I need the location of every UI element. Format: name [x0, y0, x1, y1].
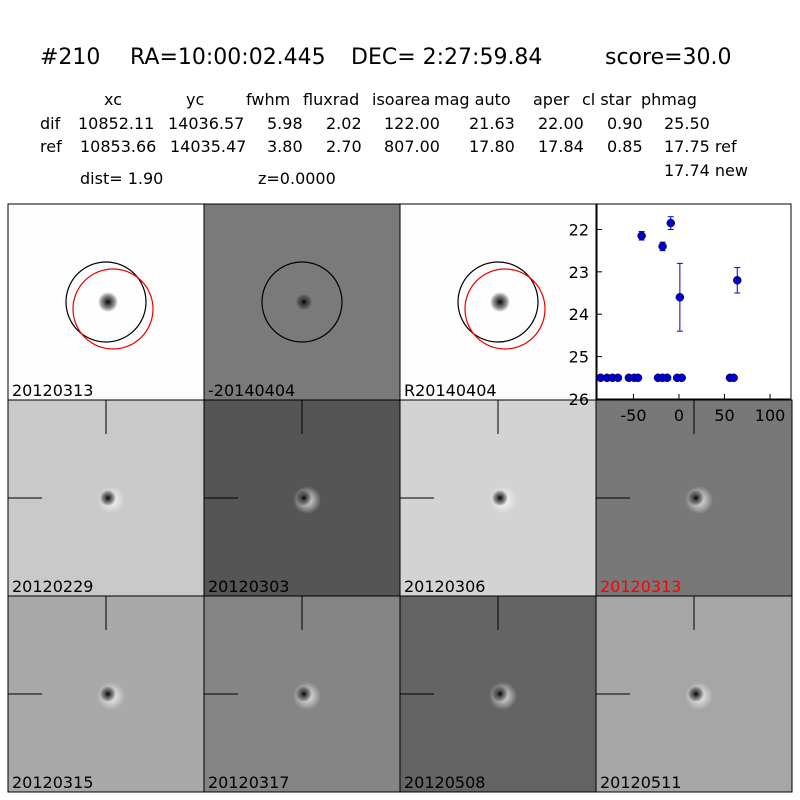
table: xc yc fwhm fluxrad isoarea mag auto aper cl sta…	[40, 90, 737, 156]
table-cell: 2.70	[326, 137, 362, 156]
panel-label: 20120306	[404, 577, 485, 596]
y-tick-label: 24	[569, 305, 589, 324]
table-cell: 17.75 ref	[664, 137, 737, 156]
table-cell: 22.00	[538, 114, 584, 133]
table-cell: 0.85	[607, 137, 643, 156]
y-tick-label: 23	[569, 263, 589, 282]
plot-area	[596, 203, 792, 400]
panel-label: 20120229	[12, 577, 93, 596]
column-header: aper	[533, 90, 570, 109]
x-tick-label: 50	[714, 406, 734, 425]
table-cell: 14036.57	[168, 114, 244, 133]
lightcurve: 22 23 24 25 26 -50 0 50 100	[569, 203, 792, 425]
column-header: fluxrad	[303, 90, 359, 109]
column-header: isoarea	[372, 90, 430, 109]
table-cell: 21.63	[469, 114, 515, 133]
redshift: z=0.0000	[258, 169, 336, 188]
column-header: mag auto	[434, 90, 511, 109]
point	[666, 218, 676, 228]
aperture	[65, 261, 147, 343]
source	[688, 490, 704, 506]
ra: RA=10:00:02.445	[130, 45, 326, 70]
x-tick-label: 100	[755, 406, 786, 425]
point	[675, 293, 685, 302]
point	[633, 373, 643, 383]
object-id: #210	[40, 45, 100, 70]
y-tick-label: 26	[569, 390, 589, 409]
panel-label: 20120315	[12, 773, 93, 792]
table-cell: 3.80	[267, 137, 303, 156]
source	[100, 686, 116, 702]
source	[492, 490, 508, 506]
source	[296, 490, 312, 506]
table-cell: 25.50	[664, 114, 710, 133]
aperture-ref	[72, 268, 154, 350]
panel-label: R20140404	[404, 381, 497, 400]
source	[98, 292, 118, 312]
row-label: dif	[40, 114, 61, 133]
point	[677, 373, 686, 383]
panel-grid: 20120313 -20140404 R20140404 20120229 201203…	[7, 203, 793, 793]
table-cell: 10852.11	[78, 114, 154, 133]
table-cell: 0.90	[607, 114, 643, 133]
point	[613, 373, 623, 383]
table-cell: 14035.47	[170, 137, 246, 156]
table-cell: 5.98	[267, 114, 303, 133]
column-header: fwhm	[246, 90, 290, 109]
column-header: phmag	[641, 90, 697, 109]
aperture	[261, 261, 343, 343]
dist: dist= 1.90	[80, 169, 163, 188]
column-header: xc	[104, 90, 122, 109]
panel-label: 20120303	[208, 577, 289, 596]
point	[733, 276, 742, 285]
y-tick-label: 25	[569, 348, 589, 367]
point	[662, 373, 672, 383]
table-cell: 17.84	[538, 137, 584, 156]
point	[729, 373, 738, 383]
source	[688, 686, 704, 702]
panel-label: 20120313	[600, 577, 681, 596]
score: score=30.0	[605, 45, 732, 70]
dec: DEC= 2:27:59.84	[351, 45, 542, 70]
panel-label: 20120508	[404, 773, 485, 792]
x-tick-label: -50	[620, 406, 646, 425]
source	[490, 292, 510, 312]
row-label: ref	[40, 137, 62, 156]
source	[296, 294, 312, 310]
table-cell: 807.00	[384, 137, 440, 156]
panel-label: 20120511	[600, 773, 681, 792]
panel-label: -20140404	[208, 381, 295, 400]
table-cell: 17.80	[469, 137, 515, 156]
x-tick-label: 0	[674, 406, 684, 425]
table-cell: 122.00	[384, 114, 440, 133]
point	[658, 242, 667, 251]
y-tick-label: 22	[569, 220, 589, 239]
phmag-new: 17.74 new	[664, 161, 748, 180]
table-cell: 10853.66	[80, 137, 156, 156]
table-cell: 2.02	[326, 114, 362, 133]
aperture-ref	[464, 268, 546, 350]
column-header: yc	[186, 90, 204, 109]
panel-label: 20120313	[12, 381, 93, 400]
source	[296, 686, 312, 702]
column-header: cl star	[582, 90, 632, 109]
point	[637, 231, 646, 241]
source	[492, 686, 508, 702]
source	[100, 490, 116, 506]
aperture	[457, 261, 539, 343]
panel-label: 20120317	[208, 773, 289, 792]
